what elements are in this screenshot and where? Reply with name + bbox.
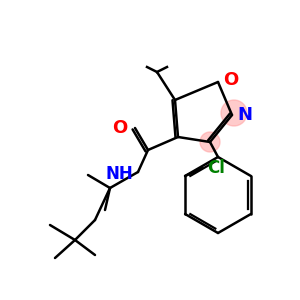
Text: N: N xyxy=(237,106,252,124)
Text: O: O xyxy=(112,119,127,137)
Text: Cl: Cl xyxy=(207,159,225,177)
Text: NH: NH xyxy=(105,165,133,183)
Circle shape xyxy=(221,100,247,126)
Text: O: O xyxy=(223,71,238,89)
Circle shape xyxy=(200,132,220,152)
